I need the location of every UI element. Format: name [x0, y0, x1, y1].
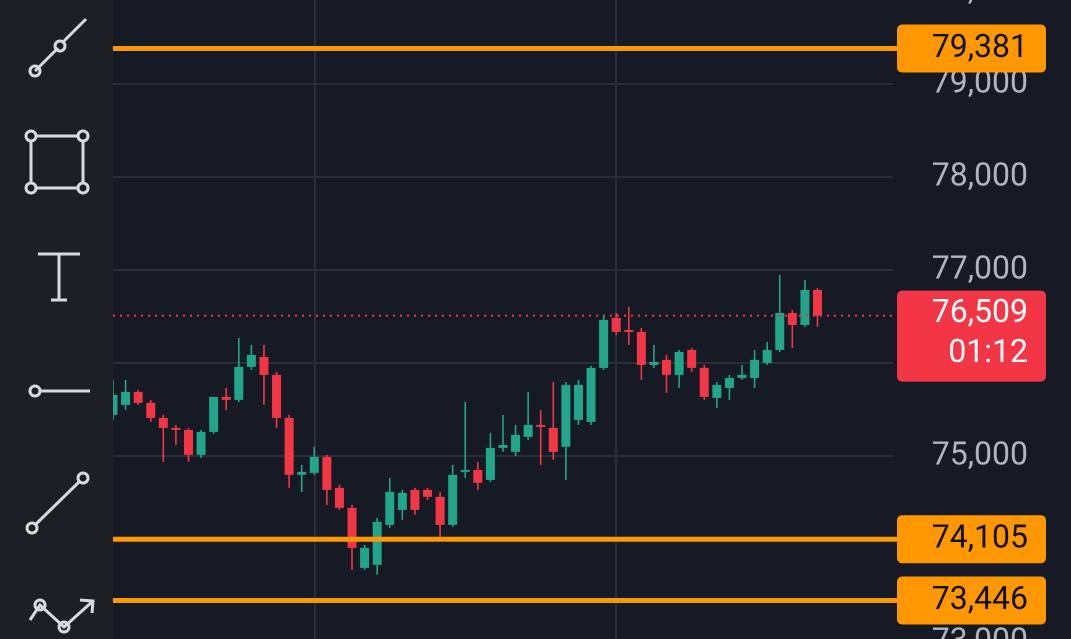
candle-body [309, 456, 319, 473]
candle-body [750, 359, 760, 378]
candle-body [259, 356, 269, 375]
candle-body [423, 489, 432, 497]
candle-body [158, 417, 168, 428]
candle-body [536, 424, 546, 427]
price-axis: 80,00079,00078,00077,00076,00075,00073,0… [897, 0, 1046, 639]
level-label: 74,105 [932, 518, 1028, 556]
candle-body [297, 471, 307, 475]
candle-body [586, 367, 596, 422]
candle-body [209, 396, 219, 432]
countdown-label: 01:12 [948, 332, 1028, 370]
candle-body [523, 424, 533, 437]
candle-body [372, 521, 382, 565]
ray-tool[interactable] [25, 471, 90, 535]
candle-body [548, 427, 558, 452]
level-label: 73,446 [932, 579, 1028, 617]
candle-body [712, 384, 722, 398]
candle-body [146, 402, 156, 418]
y-tick-label: 80,000 [932, 0, 1028, 7]
candle-body [460, 469, 470, 472]
candle-body [246, 354, 256, 367]
candle-body [674, 351, 684, 375]
level-label-box [897, 515, 1046, 564]
candle-body [183, 429, 193, 455]
candle-body [221, 396, 231, 400]
candle-body [133, 391, 143, 403]
candle-body [561, 384, 571, 447]
candle-body [171, 427, 181, 430]
trend-line-tool[interactable] [28, 17, 88, 78]
level-label-box [897, 24, 1046, 73]
candle-body [511, 434, 521, 452]
candle-body [687, 349, 697, 368]
candle-body [234, 366, 244, 400]
candle-body [498, 444, 508, 448]
candle-body [485, 447, 495, 480]
candle-body [121, 391, 131, 405]
candle-body [410, 489, 420, 510]
candle-body [787, 312, 797, 325]
candle-body [573, 384, 583, 420]
candle-body [397, 492, 407, 510]
candle-body [599, 319, 609, 368]
candle-body [385, 491, 395, 525]
rectangle-tool[interactable] [24, 129, 90, 195]
candle-body [611, 317, 621, 332]
level-label: 79,381 [932, 27, 1028, 65]
candle-body [636, 331, 646, 365]
candle-body [435, 496, 445, 525]
candle-body [272, 374, 282, 418]
candle-body [473, 469, 483, 483]
horizontal-ray-tool[interactable] [28, 384, 90, 398]
candle-body [699, 367, 709, 397]
last-price-label: 76,509 [932, 292, 1028, 330]
candle-body [775, 312, 785, 350]
y-tick-label: 75,000 [932, 434, 1028, 472]
candle-body [649, 361, 659, 365]
candle-body [762, 349, 772, 363]
candle-body [448, 474, 458, 525]
level-label-box [897, 576, 1046, 625]
candle-body [347, 507, 357, 548]
y-tick-label: 73,000 [932, 620, 1028, 639]
candle-body [737, 374, 747, 378]
candle-body [812, 289, 822, 316]
text-tool[interactable] [38, 252, 80, 302]
candle-body [800, 289, 810, 325]
last-price-box [897, 290, 1046, 382]
candle-body [334, 487, 344, 508]
toolbar [0, 0, 113, 639]
candle-body [662, 359, 672, 375]
y-tick-label: 77,000 [932, 248, 1028, 286]
candle-body [724, 377, 734, 388]
y-tick-label: 78,000 [932, 155, 1028, 193]
candle-body [196, 431, 206, 455]
candle-body [322, 456, 332, 490]
path-tool[interactable] [28, 598, 95, 634]
toolbar-background [0, 0, 113, 639]
candle-body [624, 329, 634, 332]
candle-body [360, 547, 370, 568]
candle-body [284, 417, 294, 475]
